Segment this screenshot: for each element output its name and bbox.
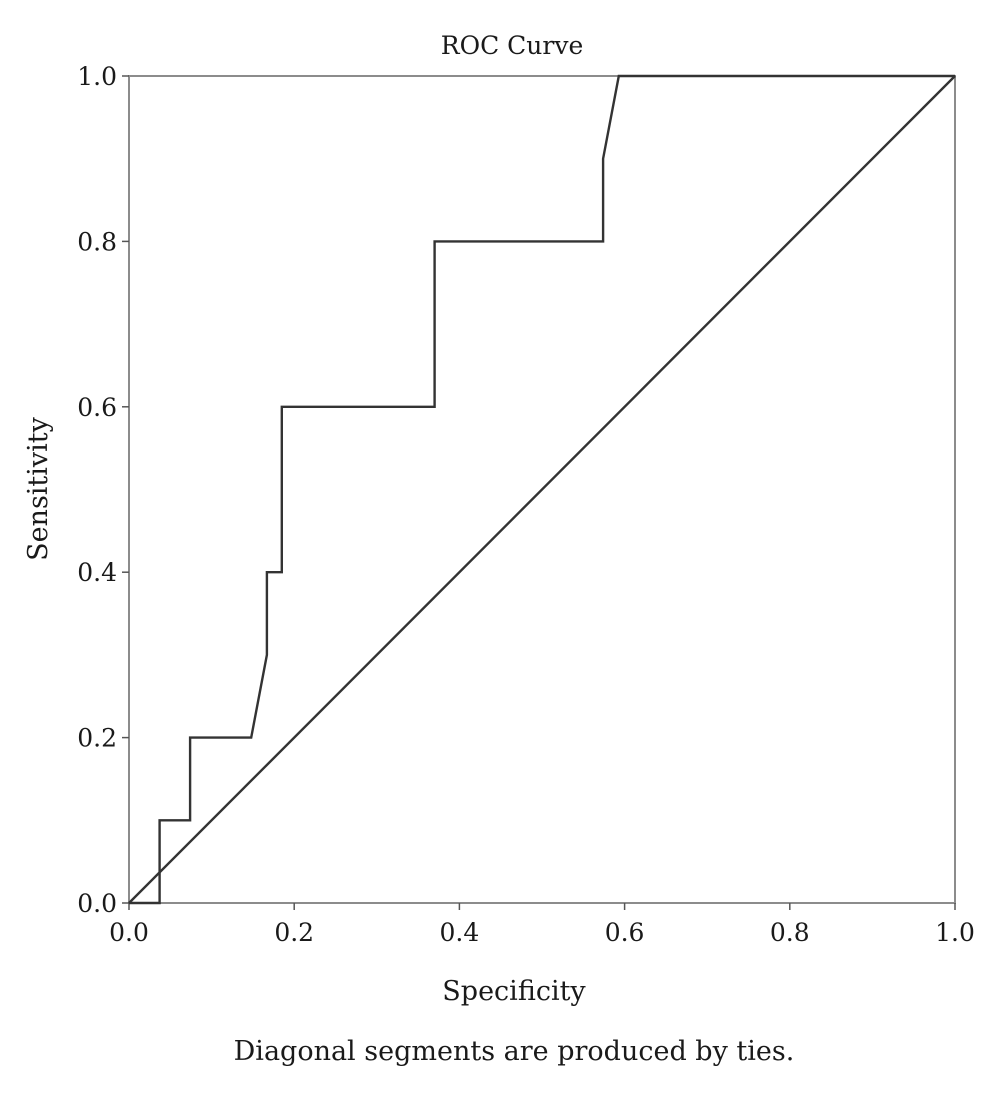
x-tick-label: 1.0 [935, 918, 975, 947]
y-tick-label: 0.0 [77, 889, 117, 918]
x-tick-label: 0.2 [274, 918, 314, 947]
reference-diagonal-line [128, 75, 956, 904]
y-axis-ticks: 0.0 0.2 0.4 0.6 0.8 1.0 [77, 62, 129, 918]
x-axis-title: Specificity [442, 976, 586, 1007]
y-tick-label: 1.0 [77, 62, 117, 91]
x-tick-label: 0.8 [770, 918, 810, 947]
x-tick-label: 0.6 [605, 918, 645, 947]
x-tick-label: 0.4 [440, 918, 480, 947]
x-tick-label: 0.0 [109, 918, 149, 947]
chart-title: ROC Curve [441, 31, 584, 60]
y-tick-label: 0.4 [77, 558, 117, 587]
plot-frame [128, 75, 956, 904]
chart-footnote: Diagonal segments are produced by ties. [234, 1036, 795, 1067]
y-tick-label: 0.6 [77, 393, 117, 422]
y-tick-label: 0.8 [77, 227, 117, 256]
y-tick-label: 0.2 [77, 724, 117, 753]
x-axis-ticks: 0.0 0.2 0.4 0.6 0.8 1.0 [109, 903, 975, 947]
roc-curve-line [129, 74, 955, 905]
series-layer [128, 74, 956, 905]
y-axis-title: Sensitivity [23, 416, 54, 561]
